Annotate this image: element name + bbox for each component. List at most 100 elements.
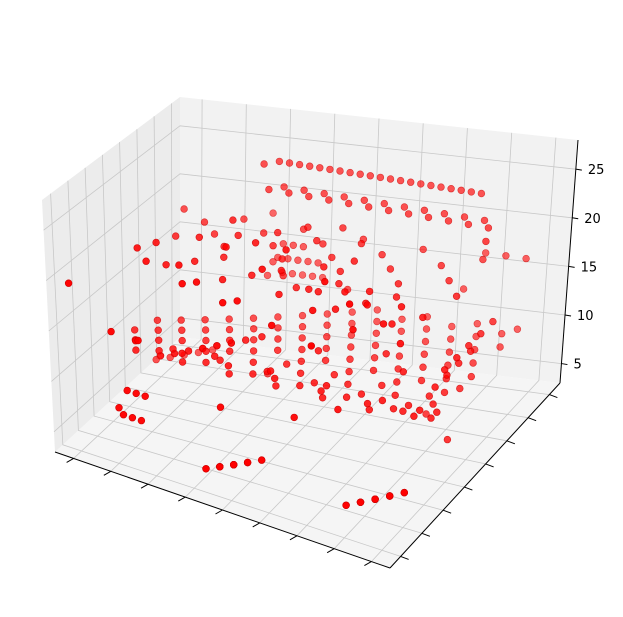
- data-point: [348, 319, 356, 328]
- grid-line-x: [222, 118, 380, 511]
- data-point: [295, 160, 304, 169]
- grid-line-y: [136, 129, 507, 442]
- x-tick: [103, 470, 112, 476]
- grid-line-x: [110, 104, 247, 472]
- data-point: [242, 336, 250, 344]
- data-point: [395, 352, 404, 360]
- data-point: [459, 285, 468, 293]
- data-point: [386, 492, 394, 500]
- data-point: [216, 463, 224, 471]
- data-point: [154, 326, 162, 334]
- data-point: [477, 189, 486, 198]
- data-point: [310, 379, 318, 387]
- data-point: [397, 303, 406, 311]
- data-point: [282, 246, 290, 254]
- z-tick: [568, 265, 575, 268]
- data-point: [178, 280, 186, 288]
- y-tick: [464, 486, 473, 491]
- data-point: [522, 254, 530, 263]
- data-point: [363, 399, 372, 408]
- data-point: [316, 164, 324, 172]
- data-point: [427, 181, 435, 190]
- data-point: [445, 277, 453, 285]
- data-point: [175, 261, 183, 269]
- data-point: [131, 326, 139, 334]
- data-point: [321, 356, 330, 365]
- data-point: [356, 170, 364, 178]
- data-point: [210, 230, 219, 238]
- data-point: [308, 272, 317, 280]
- data-point: [134, 336, 142, 345]
- data-point: [345, 199, 353, 208]
- data-point: [342, 501, 350, 509]
- data-point: [263, 271, 272, 280]
- data-point: [467, 188, 475, 196]
- data-point: [202, 347, 210, 355]
- data-point: [279, 240, 287, 248]
- data-point: [320, 263, 328, 271]
- data-point: [314, 259, 322, 267]
- data-point: [277, 266, 285, 275]
- data-point: [345, 367, 353, 376]
- data-point: [335, 280, 343, 288]
- z-tick-label: 15: [581, 260, 598, 275]
- z-tick: [561, 363, 568, 366]
- data-point: [313, 237, 321, 245]
- data-point: [172, 232, 180, 240]
- data-point: [498, 330, 506, 338]
- data-point: [314, 347, 323, 355]
- data-point: [344, 380, 352, 388]
- grid-line-z: [43, 125, 576, 231]
- data-point: [321, 277, 329, 286]
- data-point: [123, 386, 131, 395]
- data-point: [280, 183, 288, 191]
- data-point: [285, 189, 293, 197]
- data-point: [298, 345, 306, 354]
- data-point: [132, 389, 140, 398]
- y-tick: [527, 417, 537, 422]
- data-point: [384, 206, 393, 215]
- data-point: [299, 243, 308, 251]
- x-tick: [140, 483, 149, 489]
- data-point: [370, 354, 379, 362]
- data-point: [258, 333, 266, 341]
- data-point: [420, 206, 429, 215]
- data-point: [482, 249, 490, 257]
- grid-line-z: [45, 173, 573, 281]
- data-point: [268, 321, 276, 330]
- data-point: [440, 388, 449, 397]
- y-tick: [485, 463, 494, 468]
- data-point: [389, 405, 398, 413]
- data-point: [178, 336, 186, 345]
- data-point: [365, 406, 373, 414]
- data-point: [399, 368, 407, 376]
- data-point: [416, 406, 424, 414]
- data-point: [380, 199, 388, 208]
- data-point: [388, 320, 396, 328]
- data-point: [322, 344, 330, 353]
- data-point: [336, 267, 344, 276]
- data-point: [417, 376, 426, 385]
- data-point: [366, 172, 374, 180]
- data-point: [137, 416, 146, 425]
- data-point: [378, 381, 386, 390]
- data-point: [283, 360, 291, 368]
- data-point: [248, 271, 256, 279]
- data-point: [153, 316, 162, 324]
- data-point: [341, 288, 349, 296]
- data-point: [399, 407, 407, 415]
- y-tick: [400, 555, 409, 560]
- data-point: [417, 180, 425, 188]
- grid-line-x: [333, 132, 513, 549]
- data-point: [240, 215, 248, 223]
- data-point: [225, 315, 233, 323]
- data-point: [392, 293, 401, 301]
- z-tick-label: 20: [584, 212, 601, 227]
- data-point: [249, 358, 258, 366]
- data-point: [155, 347, 163, 355]
- data-point: [290, 413, 298, 422]
- z-axis-line: [559, 139, 579, 384]
- data-point: [350, 257, 358, 265]
- data-point: [195, 233, 204, 242]
